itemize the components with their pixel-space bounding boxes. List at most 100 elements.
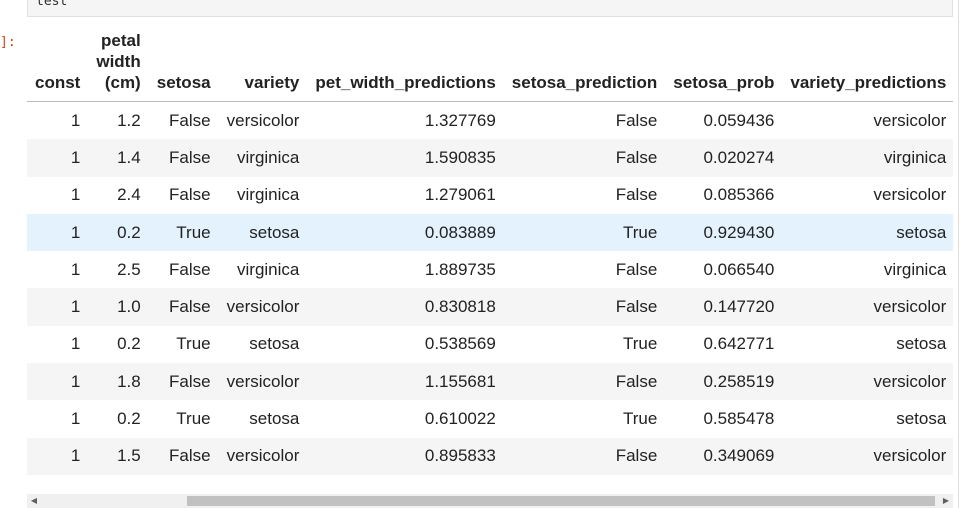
table-row: 1 2.5 False virginica 1.889735 False 0.066540 v… xyxy=(27,251,953,288)
cell-setosa: False xyxy=(169,147,211,167)
cell-petal-width: 0.2 xyxy=(117,334,141,354)
table-row: 1 1.4 False virginica 1.590835 False 0.020274 v… xyxy=(27,139,953,177)
dataframe-output: const petal width (cm) setosa variety pe… xyxy=(27,30,953,494)
cell-const: 1 xyxy=(70,409,81,429)
cell-pet-width-predictions: 0.538569 xyxy=(424,334,496,354)
cell-setosa-prob: 0.085366 xyxy=(703,185,775,205)
cell-setosa-prob: 0.066540 xyxy=(703,259,775,279)
cell-variety-predictions: versicolor xyxy=(873,371,947,391)
cell-setosa-prediction: False xyxy=(615,297,658,317)
cell-setosa-prediction: False xyxy=(615,185,658,205)
scrollbar-thumb[interactable] xyxy=(187,496,935,506)
cell-variety-predictions: versicolor xyxy=(873,446,947,466)
cell-pet-width-predictions: 0.610022 xyxy=(424,409,496,429)
cell-const: 1 xyxy=(70,371,81,391)
cell-setosa-prob: 0.258519 xyxy=(703,371,775,391)
triangle-right-icon[interactable]: ▶ xyxy=(942,496,950,505)
header-setosa-prob: setosa_prob xyxy=(665,30,783,102)
table-row: 1 1.2 False versicolor 1.327769 False 0.059436… xyxy=(27,102,953,140)
cell-variety-predictions: setosa xyxy=(896,409,947,429)
header-petal-width: petal width (cm) xyxy=(88,30,149,102)
cell-setosa: True xyxy=(176,334,211,354)
cell-setosa-prediction: False xyxy=(615,371,658,391)
header-variety: variety xyxy=(218,30,308,102)
cell-setosa-prediction: True xyxy=(622,222,658,242)
horizontal-scrollbar[interactable]: ◀ ▶ xyxy=(27,494,953,508)
cell-setosa-prediction: True xyxy=(622,409,658,429)
cell-setosa: False xyxy=(169,110,211,130)
cell-setosa-prediction: False xyxy=(615,110,658,130)
code-text: test xyxy=(36,0,68,9)
table-row: 1 0.2 True setosa 0.610022 True 0.585478 setosa xyxy=(27,400,953,437)
cell-pet-width-predictions: 1.590835 xyxy=(424,147,496,167)
header-petal-width-line2: width xyxy=(96,52,141,71)
cell-const: 1 xyxy=(70,446,81,466)
cell-petal-width: 1.8 xyxy=(117,371,141,391)
cell-pet-width-predictions: 0.083889 xyxy=(424,222,496,242)
cell-variety-predictions: versicolor xyxy=(873,110,947,130)
cell-petal-width: 1.0 xyxy=(117,297,141,317)
table-row: 1 1.0 False versicolor 0.830818 False 0.147720… xyxy=(27,288,953,326)
cell-setosa-prob: 0.642771 xyxy=(703,334,775,354)
output-prompt: ]: xyxy=(0,35,16,50)
code-input-cell[interactable]: test xyxy=(27,0,953,17)
cell-petal-width: 0.2 xyxy=(117,222,141,242)
cell-petal-width: 1.5 xyxy=(117,446,141,466)
cell-pet-width-predictions: 1.889735 xyxy=(424,259,496,279)
cell-variety-predictions: setosa xyxy=(896,222,947,242)
cell-const: 1 xyxy=(70,110,81,130)
cell-const: 1 xyxy=(70,185,81,205)
cell-pet-width-predictions: 1.327769 xyxy=(424,110,496,130)
cell-pet-width-predictions: 0.830818 xyxy=(424,297,496,317)
cell-variety: setosa xyxy=(249,409,300,429)
cell-variety-predictions: versicolor xyxy=(873,185,947,205)
cell-const: 1 xyxy=(70,334,81,354)
cell-const: 1 xyxy=(70,222,81,242)
cell-variety-predictions: setosa xyxy=(896,334,947,354)
cell-variety: virginica xyxy=(237,147,300,167)
cell-petal-width: 1.2 xyxy=(117,110,141,130)
cell-setosa: False xyxy=(169,185,211,205)
triangle-left-icon[interactable]: ◀ xyxy=(30,496,38,505)
header-setosa: setosa xyxy=(148,30,219,102)
cell-variety: virginica xyxy=(237,185,300,205)
table-row: 1 1.5 False versicolor 0.895833 False 0.349069… xyxy=(27,437,953,475)
cell-const: 1 xyxy=(70,297,81,317)
cell-petal-width: 2.5 xyxy=(117,259,141,279)
header-petal-width-line3: (cm) xyxy=(104,73,141,92)
cell-pet-width-predictions: 1.279061 xyxy=(424,185,496,205)
cell-variety: setosa xyxy=(249,222,300,242)
cell-const: 1 xyxy=(70,147,81,167)
cell-setosa-prob: 0.147720 xyxy=(703,297,775,317)
cell-setosa-prediction: False xyxy=(615,446,658,466)
header-const: const xyxy=(27,30,89,102)
cell-pet-width-predictions: 0.895833 xyxy=(424,446,496,466)
cell-petal-width: 0.2 xyxy=(117,409,141,429)
cell-setosa-prediction: False xyxy=(615,147,658,167)
table-row: 1 2.4 False virginica 1.279061 False 0.085366 v… xyxy=(27,177,953,214)
cell-variety-predictions: versicolor xyxy=(873,297,947,317)
cell-setosa-prob: 0.585478 xyxy=(703,409,775,429)
cell-variety: versicolor xyxy=(226,446,300,466)
cell-variety: versicolor xyxy=(226,110,300,130)
cell-setosa-prob: 0.059436 xyxy=(703,110,775,130)
table-header-row: const petal width (cm) setosa variety pe… xyxy=(27,30,953,102)
cell-right-border xyxy=(958,0,959,508)
cell-setosa-prediction: True xyxy=(622,334,658,354)
cell-setosa: False xyxy=(169,446,211,466)
cell-setosa-prediction: False xyxy=(615,259,658,279)
table-row: 1 1.8 False versicolor 1.155681 False 0.258519… xyxy=(27,363,953,401)
cell-variety: versicolor xyxy=(226,371,300,391)
table-row: 1 0.2 True setosa 0.538569 True 0.642771 setosa xyxy=(27,326,953,363)
cell-setosa: True xyxy=(176,409,211,429)
header-variety-predictions: variety_predictions xyxy=(782,30,953,102)
header-petal-width-line1: petal xyxy=(101,31,141,50)
cell-setosa: True xyxy=(176,222,211,242)
cell-setosa: False xyxy=(169,259,211,279)
header-setosa-prediction: setosa_prediction xyxy=(503,30,666,102)
cell-petal-width: 1.4 xyxy=(117,147,141,167)
cell-setosa-prob: 0.929430 xyxy=(703,222,775,242)
cell-variety: setosa xyxy=(249,334,300,354)
cell-variety-predictions: virginica xyxy=(883,259,947,279)
